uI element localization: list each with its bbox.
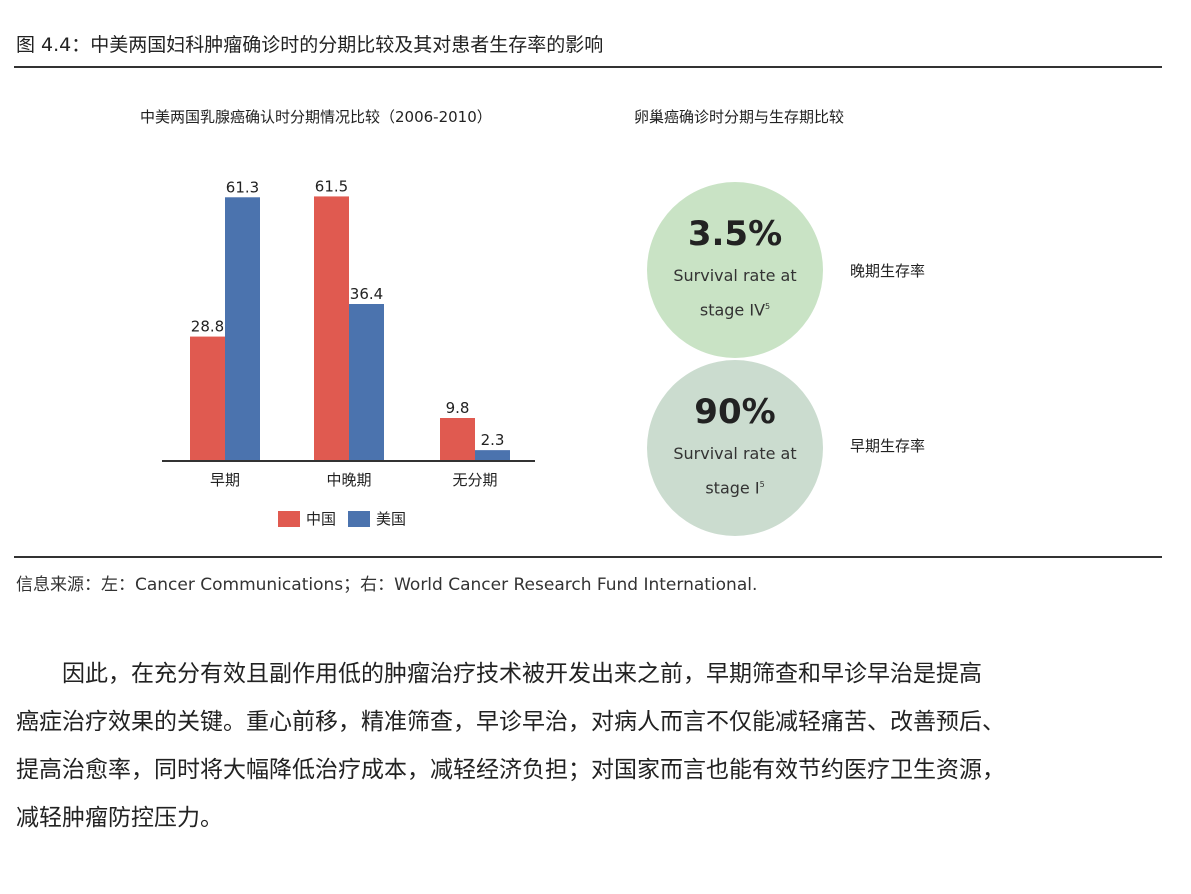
data-label: 61.5: [315, 177, 348, 195]
footnote-marker: 5: [759, 480, 765, 490]
survival-stage-iv-text: stage IV: [699, 300, 766, 320]
bar-usa-1: [349, 304, 384, 460]
bar-china-1: [314, 196, 349, 460]
paragraph-line: 减轻肿瘤防控压力。: [16, 805, 223, 831]
survival-caption-line1-stage-iv: Survival rate at: [673, 266, 797, 286]
late-survival-label: 晚期生存率: [850, 262, 926, 280]
paragraph-line: 提高治愈率，同时将大幅降低治疗成本，减轻经济负担；对国家而言也能有效节约医疗卫生…: [16, 757, 1005, 783]
survival-caption-line2-stage-iv: stage IV5: [700, 291, 770, 325]
data-label: 2.3: [481, 431, 505, 449]
data-label: 28.8: [191, 318, 224, 336]
category-label: 无分期: [452, 471, 497, 489]
paragraph-line: 因此，在充分有效且副作用低的肿瘤治疗技术被开发出来之前，早期筛查和早诊早治是提高: [16, 661, 982, 687]
bar-chart: 28.8 61.3 早期 61.5 36.4 中晚期 9.8 2.3 无分期: [162, 177, 535, 489]
chart-legend: 中国 美国: [278, 508, 418, 529]
survival-caption-line1-stage-i: Survival rate at: [673, 444, 797, 464]
category-label: 早期: [210, 471, 240, 489]
survival-circle-stage-i: 90% Survival rate at stage I5: [647, 360, 823, 536]
legend-swatch-china: [278, 510, 300, 527]
survival-circle-stage-iv: 3.5% Survival rate at stage IV5: [647, 182, 823, 358]
data-label: 36.4: [350, 285, 383, 303]
bottom-rule: [14, 556, 1162, 558]
survival-chart-title: 卵巢癌确诊时分期与生存期比较: [634, 108, 845, 126]
paragraph-line: 癌症治疗效果的关键。重心前移，精准筛查，早诊早治，对病人而言不仅能减轻痛苦、改善…: [16, 709, 1005, 735]
legend-label-china: 中国: [306, 510, 337, 528]
data-label: 61.3: [226, 178, 259, 196]
legend-label-usa: 美国: [376, 510, 407, 528]
survival-stage-i-text: stage I: [705, 478, 760, 498]
data-label: 9.8: [446, 399, 470, 417]
figure-title: 图 4.4：中美两国妇科肿瘤确诊时的分期比较及其对患者生存率的影响: [16, 34, 604, 56]
legend-swatch-usa: [348, 510, 371, 527]
bar-china-0: [190, 336, 225, 460]
early-survival-label: 早期生存率: [850, 437, 926, 455]
survival-caption-line2-stage-i: stage I5: [705, 469, 764, 503]
survival-value-stage-iv: 3.5%: [687, 214, 783, 255]
bar-china-2: [440, 418, 475, 460]
body-paragraph: 因此，在充分有效且副作用低的肿瘤治疗技术被开发出来之前，早期筛查和早诊早治是提高…: [16, 650, 1166, 842]
legend-item-china: 中国: [278, 508, 336, 529]
survival-value-stage-i: 90%: [694, 392, 776, 433]
bar-chart-title: 中美两国乳腺癌确认时分期情况比较（2006-2010）: [140, 108, 492, 126]
footnote-marker: 5: [765, 302, 771, 312]
source-note: 信息来源：左：Cancer Communications；右：World Can…: [16, 575, 758, 595]
category-label: 中晚期: [326, 471, 371, 489]
top-rule: [14, 66, 1162, 68]
bar-usa-0: [225, 197, 260, 460]
legend-item-usa: 美国: [348, 508, 406, 529]
bar-usa-2: [475, 450, 510, 460]
